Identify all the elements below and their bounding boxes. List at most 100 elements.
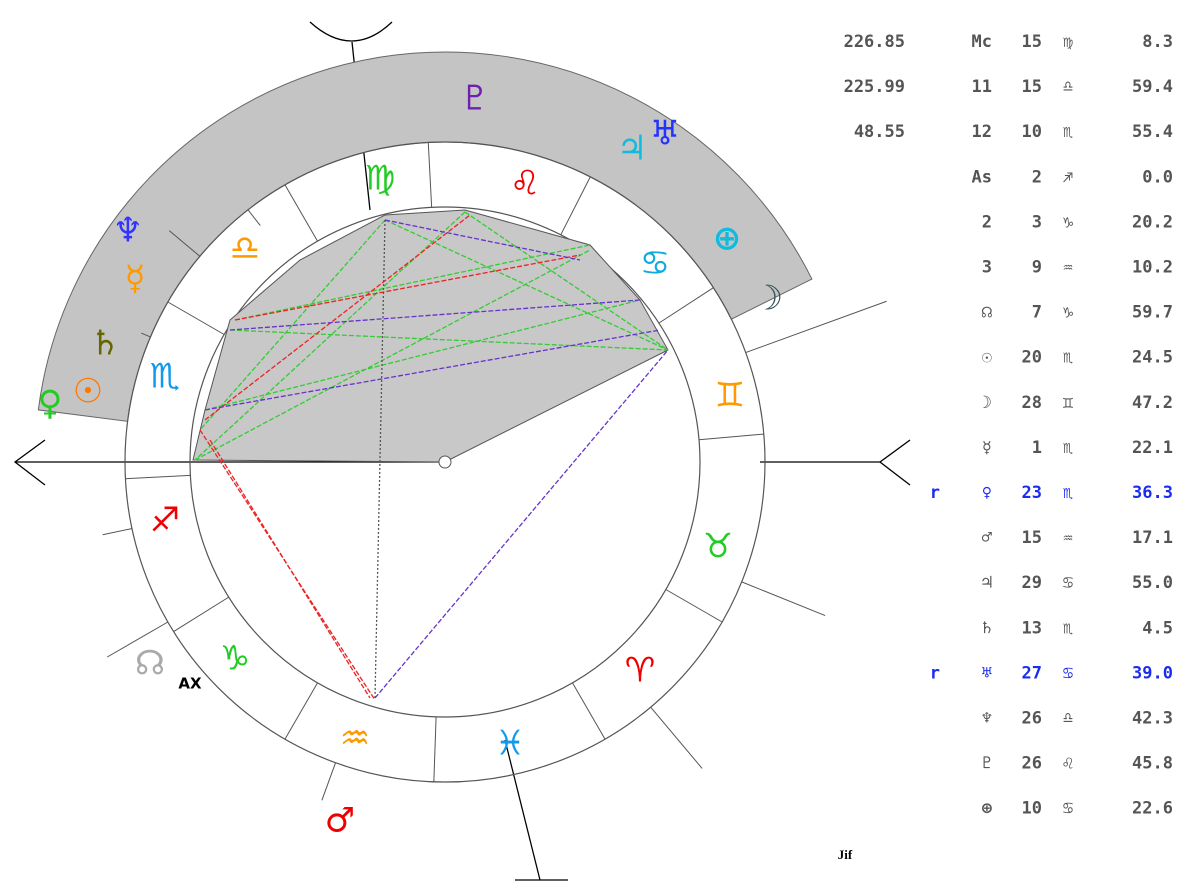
table-row: ♃ 29 ♋ 55.0 xyxy=(982,573,1173,593)
zodiac-sign: ♒ xyxy=(340,719,370,759)
point-label: 3 xyxy=(982,258,992,278)
aspect-line xyxy=(199,219,386,431)
sign: ♒ xyxy=(1063,528,1073,548)
logo: Jif xyxy=(838,847,853,862)
sign: ♎ xyxy=(1063,709,1073,729)
point-label: ♀ xyxy=(982,483,992,503)
zodiac-sign: ♓ xyxy=(495,724,525,764)
point-label: ♂ xyxy=(982,528,993,548)
zodiac-sign: ♎ xyxy=(230,229,260,269)
degree: 27 xyxy=(1022,663,1042,683)
aspect-line xyxy=(374,349,669,699)
aspect-line xyxy=(229,329,669,351)
point-label: ☊ xyxy=(982,303,993,323)
planet: ♆ xyxy=(113,211,143,251)
point-label: ♅ xyxy=(982,663,993,683)
minutes: 45.8 xyxy=(1132,754,1173,774)
planet: ⊕ xyxy=(713,219,742,259)
sign: ♏ xyxy=(1063,618,1073,638)
degree: 15 xyxy=(1022,32,1042,52)
minutes: 36.3 xyxy=(1132,483,1173,503)
table-row: ♄ 13 ♏ 4.5 xyxy=(982,618,1173,638)
degree: 7 xyxy=(1032,303,1042,323)
zodiac-sign: ♋ xyxy=(640,244,670,284)
minutes: 17.1 xyxy=(1132,528,1173,548)
point-label: ☿ xyxy=(982,438,992,458)
axis-label: AX xyxy=(178,675,202,693)
planet: ♂ xyxy=(325,801,355,841)
sign: ♏ xyxy=(1063,348,1073,368)
minutes: 0.0 xyxy=(1142,167,1173,187)
zodiac-sign: ♌ xyxy=(510,164,540,204)
degree: 1 xyxy=(1032,438,1042,458)
house-cusp xyxy=(102,528,133,536)
retro-flag: r xyxy=(930,483,940,503)
outer-circle xyxy=(124,141,766,783)
house-cusp xyxy=(745,300,887,354)
sign-divider xyxy=(284,682,318,740)
minutes: 8.3 xyxy=(1142,32,1173,52)
minutes: 47.2 xyxy=(1132,393,1173,413)
minutes: 20.2 xyxy=(1132,212,1173,232)
point-label: 2 xyxy=(982,212,992,232)
minutes: 59.4 xyxy=(1132,77,1173,97)
degree: 15 xyxy=(1022,77,1042,97)
table-row: ☿ 1 ♏ 22.1 xyxy=(982,438,1173,458)
house-cusp xyxy=(141,332,151,338)
sign: ♊ xyxy=(1063,393,1074,413)
house-cusp xyxy=(650,706,703,769)
table-row: r ♀ 23 ♏ 36.3 xyxy=(930,483,1173,503)
degree: 29 xyxy=(1022,573,1042,593)
point-label: ☽ xyxy=(982,393,992,413)
degree: 26 xyxy=(1022,709,1042,729)
retro-flag: r xyxy=(930,663,940,683)
zodiac-sign: ♈ xyxy=(625,651,655,691)
sign: ♏ xyxy=(1063,122,1073,142)
sign: ♍ xyxy=(1063,32,1073,52)
planet: ♇ xyxy=(460,79,490,119)
table-row: 3 9 ♒ 10.2 xyxy=(982,258,1173,278)
minutes: 55.0 xyxy=(1132,573,1173,593)
degree: 15 xyxy=(1022,528,1042,548)
minutes: 39.0 xyxy=(1132,663,1173,683)
aspect-line xyxy=(204,299,641,411)
table-row: ☊ 7 ♑ 59.7 xyxy=(982,303,1173,323)
aspect-line xyxy=(194,211,466,461)
planet: ☉ xyxy=(73,372,103,412)
minutes: 4.5 xyxy=(1142,618,1173,638)
zodiac-sign: ♉ xyxy=(703,527,733,567)
point-label: ☉ xyxy=(982,348,992,368)
sign: ♋ xyxy=(1063,663,1073,683)
sign: ♑ xyxy=(1063,212,1074,232)
degree: 26 xyxy=(1022,754,1042,774)
point-label: ♃ xyxy=(982,573,992,593)
sign-divider xyxy=(698,433,764,441)
sign: ♎ xyxy=(1063,77,1073,97)
minutes: 55.4 xyxy=(1132,122,1173,142)
table-row: As 2 ♐ 0.0 xyxy=(972,167,1173,187)
sign-divider xyxy=(427,142,433,208)
degree: 10 xyxy=(1022,122,1042,142)
point-label: ♇ xyxy=(982,754,992,774)
sign-divider xyxy=(433,716,437,782)
planet: ♀ xyxy=(38,384,63,424)
point-label: Mc xyxy=(972,32,992,52)
degree: 10 xyxy=(1022,799,1042,819)
degree: 3 xyxy=(1032,212,1042,232)
center xyxy=(438,455,452,469)
aspect-line xyxy=(209,439,371,699)
point-label: 12 xyxy=(972,122,992,142)
cusp-value: 48.55 xyxy=(854,122,905,142)
degree: 20 xyxy=(1022,348,1042,368)
point-label: As xyxy=(972,167,992,187)
sign: ♏ xyxy=(1063,438,1073,458)
sign: ♋ xyxy=(1063,799,1073,819)
sign: ♌ xyxy=(1063,754,1073,774)
aspect-line xyxy=(464,211,669,351)
table-row: 48.55 12 10 ♏ 55.4 xyxy=(854,122,1173,142)
degree: 9 xyxy=(1032,258,1042,278)
aspect-line xyxy=(199,429,376,701)
planet: ☊ xyxy=(135,644,165,684)
table-row: r ♅ 27 ♋ 39.0 xyxy=(930,663,1173,683)
sign: ♑ xyxy=(1063,303,1074,323)
